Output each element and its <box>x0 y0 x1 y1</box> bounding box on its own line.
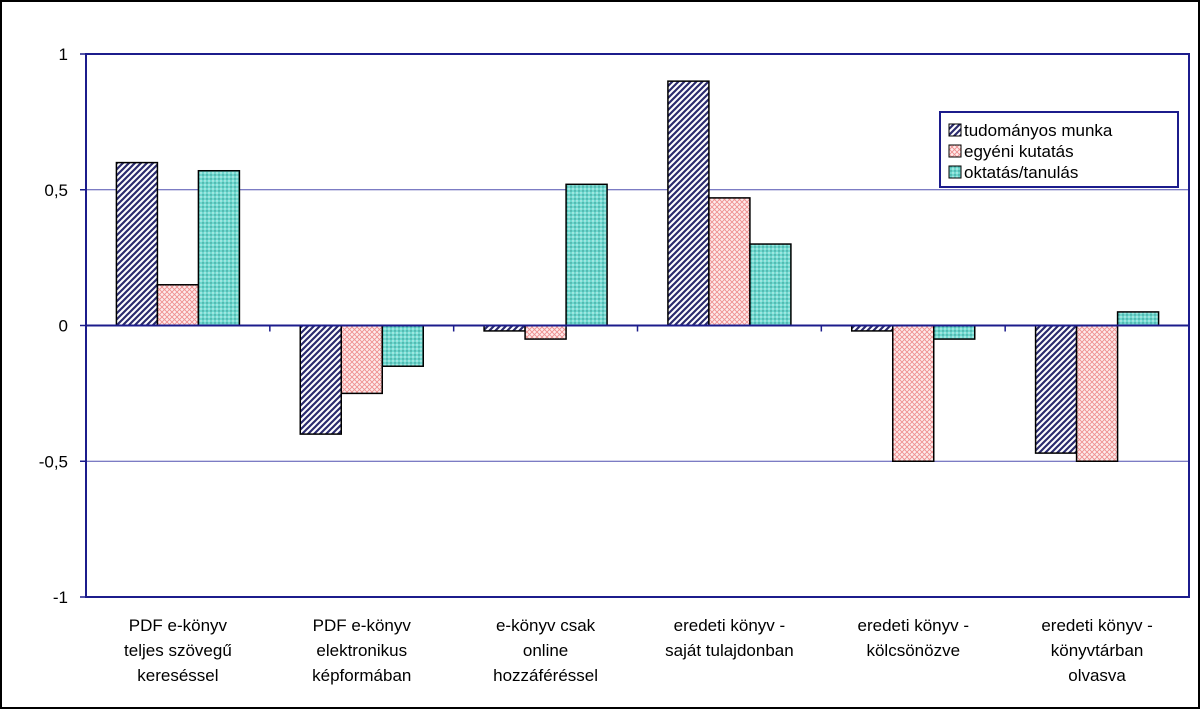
legend-label: egyéni kutatás <box>964 142 1074 161</box>
y-tick-label: 1 <box>59 45 68 64</box>
legend-label: oktatás/tanulás <box>964 163 1078 182</box>
category-label: hozzáféréssel <box>493 666 598 685</box>
category-label: eredeti könyv - <box>1041 616 1153 635</box>
bar-oktat-s-tanul-s-3 <box>565 183 608 327</box>
category-label: saját tulajdonban <box>665 641 794 660</box>
bar-egy-ni-kutat-s-2 <box>340 324 383 395</box>
legend-swatch <box>948 123 962 137</box>
bar-oktat-s-tanul-s-6 <box>1116 311 1160 327</box>
y-tick-label: 0 <box>59 317 68 336</box>
y-tick-label: -1 <box>53 588 68 607</box>
category-label: kereséssel <box>137 666 218 685</box>
y-tick-label: 0,5 <box>44 181 68 200</box>
bar-egy-ni-kutat-s-1 <box>156 284 200 327</box>
category-label: kölcsönözve <box>866 641 960 660</box>
bar-oktat-s-tanul-s-5 <box>933 324 976 340</box>
bar-tudom-nyos-munka-6 <box>1034 324 1078 454</box>
legend-swatch <box>948 165 962 179</box>
category-label: e-könyv csak <box>496 616 596 635</box>
category-label: képformában <box>312 666 411 685</box>
bar-tudom-nyos-munka-1 <box>115 161 159 327</box>
category-label: online <box>523 641 568 660</box>
category-label: elektronikus <box>316 641 407 660</box>
y-tick-label: -0,5 <box>39 452 68 471</box>
category-label: eredeti könyv - <box>858 616 970 635</box>
bar-egy-ni-kutat-s-6 <box>1075 324 1119 462</box>
bar-tudom-nyos-munka-4 <box>667 80 710 327</box>
legend-label: tudományos munka <box>964 121 1113 140</box>
bar-tudom-nyos-munka-2 <box>299 324 342 435</box>
bar-egy-ni-kutat-s-3 <box>524 324 567 340</box>
category-labels: PDF e-könyv teljes szövegű kereséssel PDF e… <box>124 616 1153 685</box>
category-label: PDF e-könyv <box>129 616 228 635</box>
category-label: teljes szövegű <box>124 641 232 660</box>
axes <box>80 53 1190 598</box>
y-tick-labels: 1 0,5 0 -0,5 -1 <box>39 45 68 607</box>
category-label: eredeti könyv - <box>674 616 786 635</box>
bar-egy-ni-kutat-s-5 <box>892 324 935 462</box>
gridlines <box>86 189 1189 462</box>
legend-swatch <box>948 144 962 158</box>
category-label: könyvtárban <box>1051 641 1144 660</box>
legend: tudományos munka egyéni kutatás oktatás/ta… <box>939 111 1179 188</box>
bar-oktat-s-tanul-s-4 <box>749 243 792 327</box>
legend-box <box>939 111 1179 188</box>
bars <box>115 80 1160 462</box>
category-label: PDF e-könyv <box>313 616 412 635</box>
bar-oktat-s-tanul-s-1 <box>197 169 241 327</box>
bar-oktat-s-tanul-s-2 <box>381 324 424 367</box>
category-label: olvasva <box>1068 666 1126 685</box>
bar-egy-ni-kutat-s-4 <box>708 197 751 327</box>
